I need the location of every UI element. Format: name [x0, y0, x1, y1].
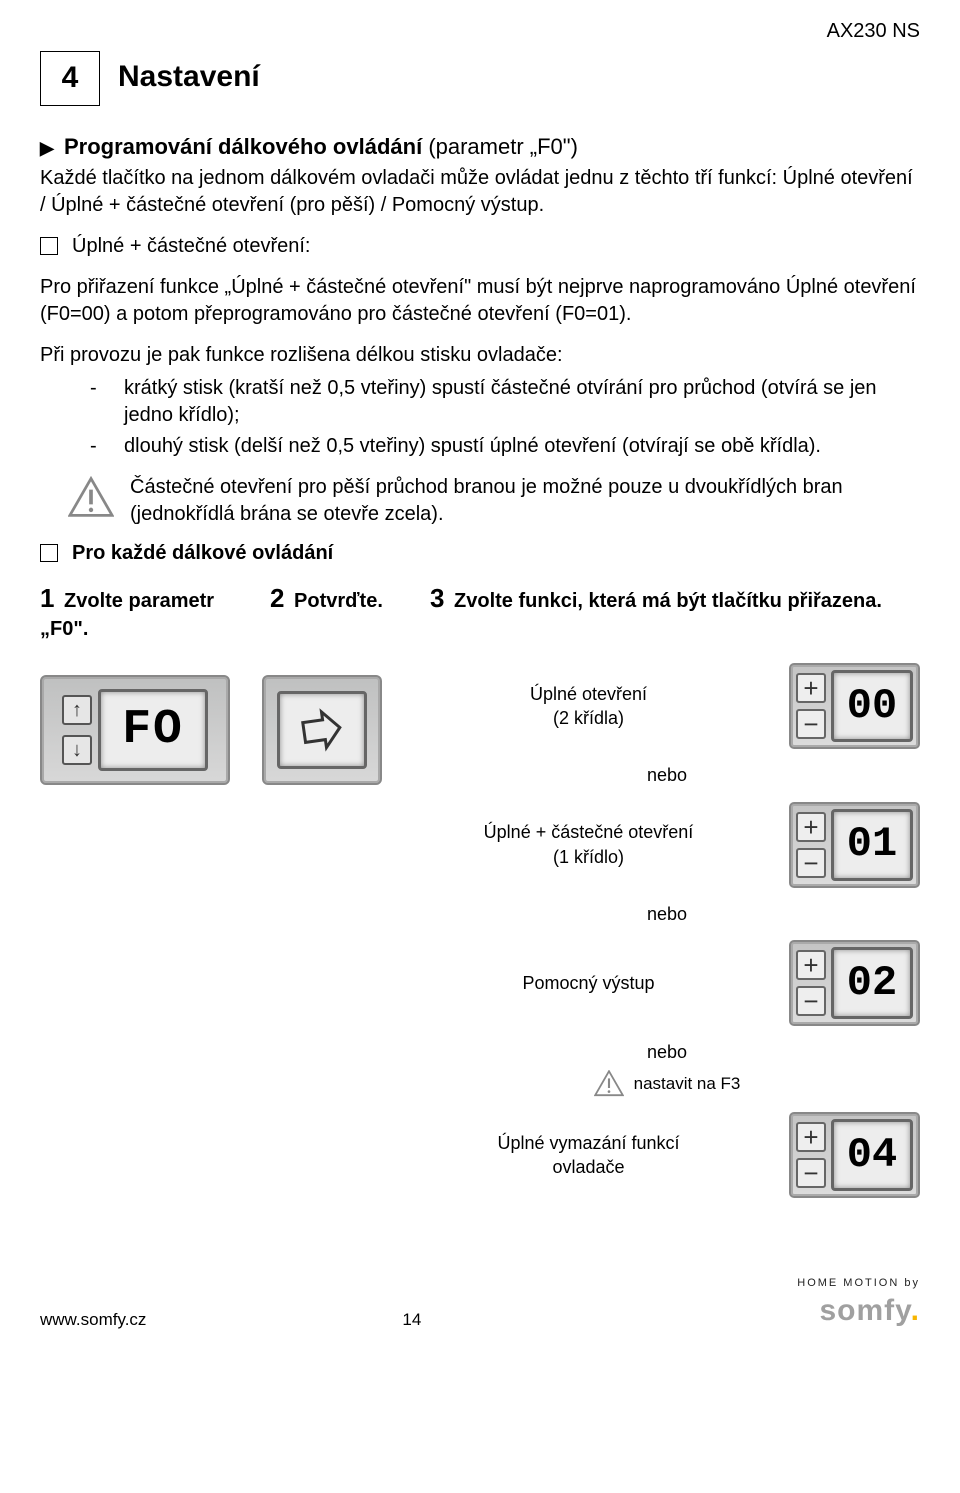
step-3: 3 Zvolte funkci, která má být tlačítku p…: [430, 581, 920, 616]
option-row-04: Úplné vymazání funkcí ovladače + − 04: [414, 1112, 920, 1198]
step-2: 2 Potvrďte.: [270, 581, 420, 616]
operation-paragraph: Při provozu je pak funkce rozlišena délk…: [40, 342, 920, 369]
warning-triangle-icon: [594, 1070, 624, 1098]
subheading-paren: (parametr „F0"): [428, 134, 578, 159]
subheading: ▶ Programování dálkového ovládání (param…: [40, 132, 920, 162]
plus-button[interactable]: +: [796, 1122, 826, 1152]
or-3: nebo nastavit na F3: [414, 1040, 920, 1098]
minus-button[interactable]: −: [796, 709, 826, 739]
triangle-bullet-icon: ▶: [40, 138, 54, 158]
brand-tagline: HOME MOTION by: [797, 1276, 920, 1291]
option-row-00: Úplné otevření (2 křídla) + − 00: [414, 663, 920, 749]
option-row-02: Pomocný výstup + − 02: [414, 940, 920, 1026]
bullet-list: - krátký stisk (kratší než 0,5 vteřiny) …: [90, 375, 920, 460]
step-2-text: Potvrďte.: [294, 590, 383, 612]
step-1: 1 Zvolte parametr „F0".: [40, 581, 260, 643]
lcd-04: 04: [831, 1119, 913, 1191]
bullet-1: krátký stisk (kratší než 0,5 vteřiny) sp…: [124, 375, 920, 429]
section-header: 4 Nastavení: [40, 51, 920, 106]
section-title: Nastavení: [100, 51, 278, 106]
panel-options: Úplné otevření (2 křídla) + − 00 nebo Úp…: [414, 663, 920, 1206]
section-number: 4: [40, 51, 100, 106]
minus-button[interactable]: −: [796, 1158, 826, 1188]
option-label-01: Úplné + částečné otevření (1 křídlo): [414, 820, 771, 869]
note-f3-text: nastavit na F3: [634, 1073, 741, 1096]
or-2: nebo: [414, 902, 920, 926]
checkbox-label-2: Pro každé dálkové ovládání: [72, 540, 333, 567]
device-04: + − 04: [789, 1112, 920, 1198]
warning-block: Částečné otevření pro pěší průchod brano…: [40, 474, 920, 528]
doc-code: AX230 NS: [40, 18, 920, 45]
checkbox-icon: [40, 237, 58, 255]
panels-row: ↑ ↓ FO Úplné otevření (2 křídla) + − 0: [40, 663, 920, 1206]
checkbox-item-2: Pro každé dálkové ovládání: [40, 540, 920, 567]
assign-paragraph: Pro přiřazení funkce „Úplné + částečné o…: [40, 274, 920, 328]
step-2-num: 2: [270, 583, 284, 613]
option-label-00: Úplné otevření (2 křídla): [414, 682, 771, 731]
option-label-02: Pomocný výstup: [414, 971, 771, 995]
intro-paragraph: Každé tlačítko na jednom dálkovém ovlada…: [40, 165, 920, 219]
minus-button[interactable]: −: [796, 848, 826, 878]
footer-brand: HOME MOTION by somfy.: [797, 1276, 920, 1331]
device-f0: ↑ ↓ FO: [40, 675, 230, 785]
panel-confirm: [262, 663, 392, 785]
step-1-text: Zvolte parametr „F0".: [40, 590, 214, 640]
device-confirm: [262, 675, 382, 785]
lcd-01: 01: [831, 809, 913, 881]
checkbox-item-1: Úplné + částečné otevření:: [40, 233, 920, 260]
warning-triangle-icon: [68, 476, 114, 518]
panel-f0: ↑ ↓ FO: [40, 663, 240, 785]
step-1-num: 1: [40, 583, 54, 613]
plus-button[interactable]: +: [796, 950, 826, 980]
device-01: + − 01: [789, 802, 920, 888]
lcd-00: 00: [831, 670, 913, 742]
arrow-up-button[interactable]: ↑: [62, 695, 92, 725]
checkbox-icon: [40, 544, 58, 562]
plus-button[interactable]: +: [796, 673, 826, 703]
dash-icon: -: [90, 375, 124, 429]
note-f3: nastavit na F3: [414, 1070, 920, 1098]
checkbox-label-1: Úplné + částečné otevření:: [72, 233, 310, 260]
brand-logo: somfy.: [797, 1291, 920, 1332]
bullet-2: dlouhý stisk (delší než 0,5 vteřiny) spu…: [124, 433, 821, 460]
step-3-text: Zvolte funkci, která má být tlačítku při…: [454, 590, 882, 612]
steps-row: 1 Zvolte parametr „F0". 2 Potvrďte. 3 Zv…: [40, 581, 920, 643]
footer: www.somfy.cz 14 HOME MOTION by somfy.: [40, 1276, 920, 1331]
warning-text: Částečné otevření pro pěší průchod brano…: [130, 474, 920, 528]
lcd-02: 02: [831, 947, 913, 1019]
option-row-01: Úplné + částečné otevření (1 křídlo) + −…: [414, 802, 920, 888]
dash-icon: -: [90, 433, 124, 460]
option-label-04: Úplné vymazání funkcí ovladače: [414, 1131, 771, 1180]
arrow-down-button[interactable]: ↓: [62, 735, 92, 765]
device-00: + − 00: [789, 663, 920, 749]
minus-button[interactable]: −: [796, 986, 826, 1016]
or-1: nebo: [414, 763, 920, 787]
footer-url: www.somfy.cz: [40, 1309, 146, 1332]
confirm-icon[interactable]: [277, 691, 367, 769]
plus-button[interactable]: +: [796, 812, 826, 842]
device-02: + − 02: [789, 940, 920, 1026]
lcd-f0: FO: [98, 689, 208, 771]
footer-page: 14: [402, 1309, 421, 1332]
subheading-main: Programování dálkového ovládání: [64, 134, 422, 159]
step-3-num: 3: [430, 583, 444, 613]
